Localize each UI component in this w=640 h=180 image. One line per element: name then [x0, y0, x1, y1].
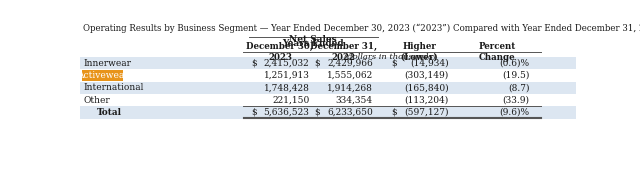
Text: Other: Other — [83, 96, 110, 105]
Text: 221,150: 221,150 — [272, 96, 309, 105]
Text: (0.6)%: (0.6)% — [499, 59, 529, 68]
Text: December 30,
2023: December 30, 2023 — [246, 42, 314, 62]
Text: 5,636,523: 5,636,523 — [264, 108, 309, 117]
Text: (8.7): (8.7) — [508, 83, 529, 92]
Text: (33.9): (33.9) — [502, 96, 529, 105]
Text: Percent
Change: Percent Change — [478, 42, 516, 62]
Text: Innerwear: Innerwear — [83, 59, 131, 68]
Text: Higher
(Lower): Higher (Lower) — [401, 42, 438, 62]
Text: 6,233,650: 6,233,650 — [327, 108, 373, 117]
Text: $: $ — [314, 59, 320, 68]
Text: $: $ — [314, 108, 320, 117]
Text: (19.5): (19.5) — [502, 71, 529, 80]
Text: (14,934): (14,934) — [410, 59, 449, 68]
Text: Total: Total — [97, 108, 122, 117]
Text: (9.6)%: (9.6)% — [499, 108, 529, 117]
Text: (113,204): (113,204) — [404, 96, 449, 105]
Text: Activewear: Activewear — [77, 71, 129, 80]
Text: Years Ended: Years Ended — [282, 39, 343, 48]
Text: International: International — [83, 83, 143, 92]
Text: $: $ — [391, 59, 397, 68]
Text: $: $ — [252, 108, 257, 117]
Text: $: $ — [252, 59, 257, 68]
Text: 1,555,062: 1,555,062 — [326, 71, 373, 80]
Text: (303,149): (303,149) — [404, 71, 449, 80]
Text: (dollars in thousands): (dollars in thousands) — [344, 53, 436, 61]
Text: (597,127): (597,127) — [404, 108, 449, 117]
Text: 1,914,268: 1,914,268 — [327, 83, 373, 92]
Bar — [80, 82, 576, 94]
Text: Net Sales: Net Sales — [289, 35, 336, 44]
Text: 1,748,428: 1,748,428 — [264, 83, 309, 92]
Text: (165,840): (165,840) — [404, 83, 449, 92]
Text: $: $ — [391, 108, 397, 117]
Text: 1,251,913: 1,251,913 — [264, 71, 309, 80]
Bar — [83, 70, 123, 81]
Text: 2,429,966: 2,429,966 — [327, 59, 373, 68]
Bar — [80, 94, 576, 106]
Bar — [80, 69, 576, 82]
Text: Operating Results by Business Segment — Year Ended December 30, 2023 (“2023”) Co: Operating Results by Business Segment — … — [83, 24, 640, 33]
Bar — [80, 57, 576, 69]
Text: 2,415,032: 2,415,032 — [264, 59, 309, 68]
Text: 334,354: 334,354 — [336, 96, 373, 105]
Bar — [80, 106, 576, 119]
Text: December 31,
2022: December 31, 2022 — [310, 42, 377, 62]
